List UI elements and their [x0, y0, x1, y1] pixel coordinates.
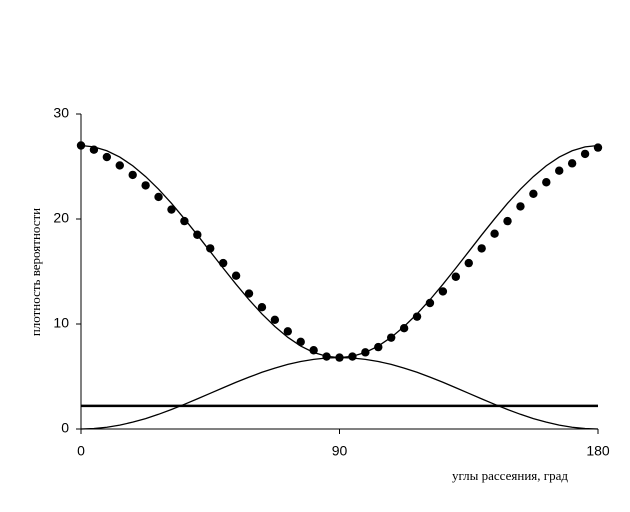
point	[128, 170, 137, 180]
line	[80, 356, 599, 430]
point	[206, 244, 215, 253]
point	[555, 166, 564, 175]
point	[180, 216, 189, 226]
line	[80, 144, 599, 359]
point	[425, 298, 435, 308]
y-tick-label: 10	[53, 315, 69, 331]
point	[141, 181, 150, 190]
point	[115, 161, 124, 170]
point	[270, 315, 280, 324]
point	[503, 216, 512, 226]
point	[257, 303, 267, 312]
point	[399, 324, 409, 333]
point	[309, 346, 318, 355]
point	[412, 312, 422, 321]
point	[231, 271, 241, 280]
point	[451, 272, 461, 281]
point	[102, 152, 112, 162]
x-axis-label: углы рассеяния, град	[452, 468, 568, 483]
y-tick-label: 20	[53, 210, 69, 226]
point	[593, 143, 603, 152]
point	[244, 289, 254, 298]
point	[464, 258, 473, 268]
point	[218, 258, 228, 268]
point	[529, 189, 538, 198]
y-tick-label: 0	[61, 420, 69, 436]
point	[283, 327, 292, 336]
point	[490, 229, 499, 238]
point	[154, 192, 163, 202]
point	[438, 287, 448, 296]
point	[516, 202, 525, 211]
point	[542, 178, 551, 187]
y-axis-label: плотность вероятности	[28, 208, 43, 336]
point	[567, 159, 577, 168]
point	[580, 149, 590, 159]
y-tick-label: 30	[53, 105, 69, 121]
point	[167, 205, 176, 214]
x-tick-label: 0	[77, 443, 85, 459]
x-tick-label: 180	[586, 443, 610, 459]
x-tick-label: 90	[332, 443, 348, 459]
point	[477, 244, 486, 253]
